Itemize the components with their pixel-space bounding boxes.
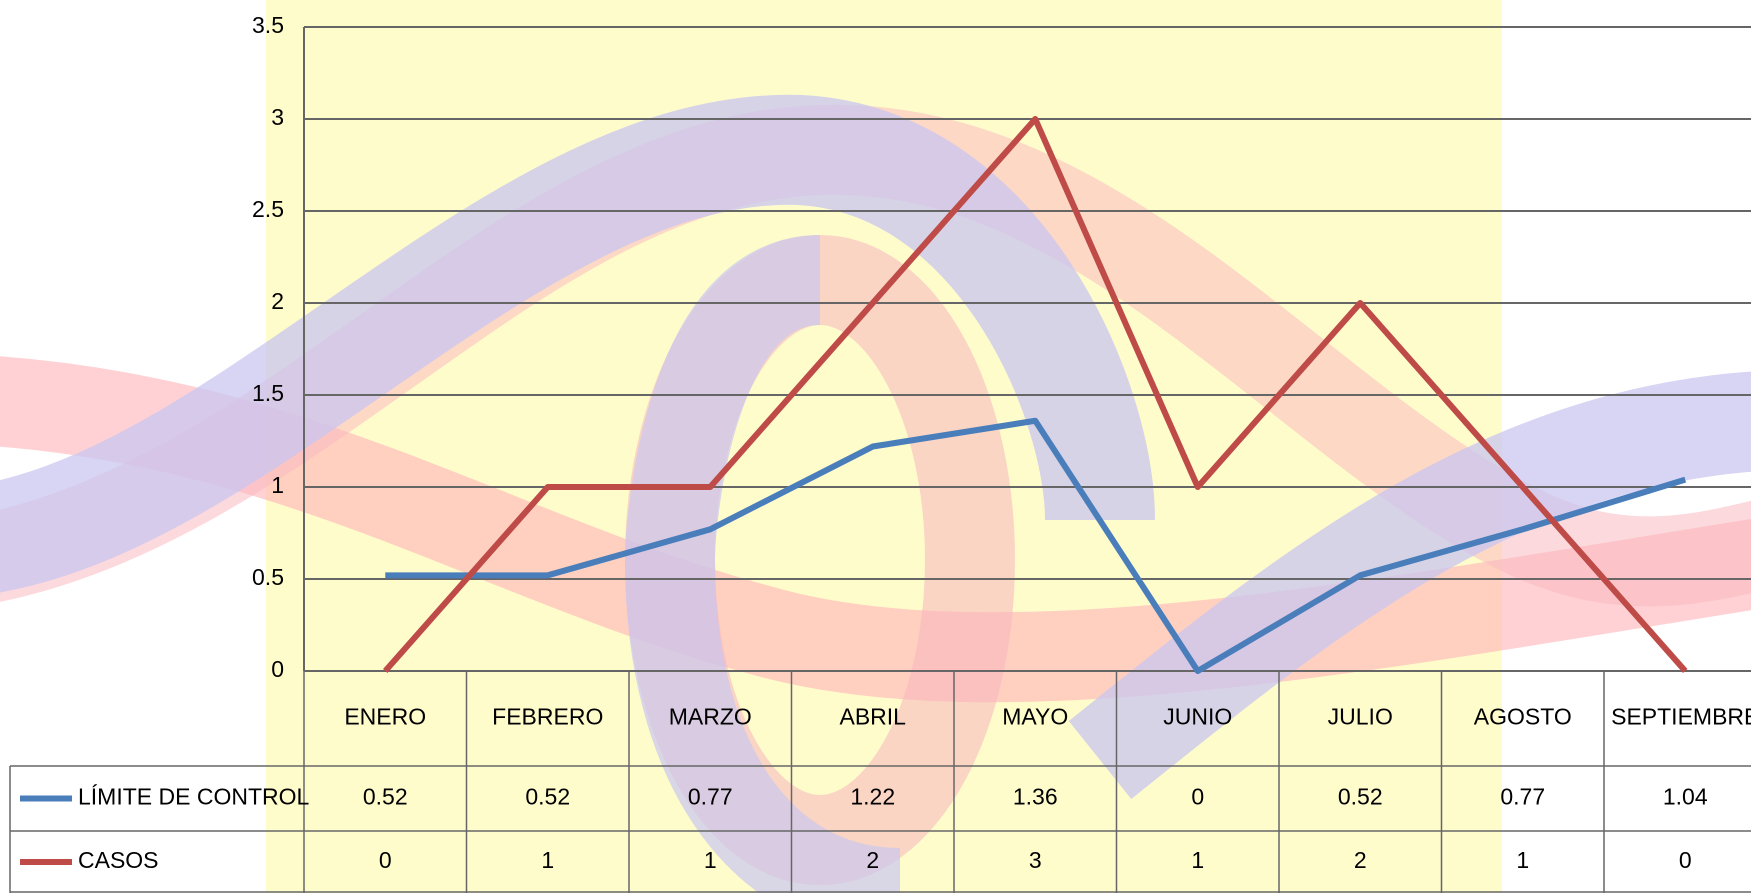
table-value: 0.77: [1500, 784, 1545, 810]
x-tick-label: JUNIO: [1163, 704, 1232, 730]
y-tick-label: 2.5: [252, 196, 284, 222]
y-tick-label: 1: [271, 472, 284, 498]
table-value: 0.52: [525, 784, 570, 810]
y-tick-label: 3.5: [252, 12, 284, 38]
table-value: 1.22: [850, 784, 895, 810]
chart: 0 0.5 1 1.5 2 2.5 3 3.5 ENERO FEBRERO MARZO ABRIL MA…: [0, 0, 1751, 893]
y-tick-label: 2: [271, 288, 284, 314]
table-value: 1.04: [1663, 784, 1708, 810]
x-tick-label: SEPTIEMBRE: [1611, 704, 1751, 730]
x-tick-label: MARZO: [669, 704, 752, 730]
table-value: 2: [1354, 847, 1367, 873]
table-value: 0: [1679, 847, 1692, 873]
table-value: 0: [1191, 784, 1204, 810]
table-value: 1: [704, 847, 717, 873]
y-tick-label: 3: [271, 104, 284, 130]
table-value: 1: [1191, 847, 1204, 873]
table-value: 3: [1029, 847, 1042, 873]
table-value: 1.36: [1013, 784, 1058, 810]
x-tick-label: AGOSTO: [1474, 704, 1572, 730]
x-tick-label: JULIO: [1328, 704, 1393, 730]
table-value: 1: [1516, 847, 1529, 873]
y-tick-label: 0.5: [252, 564, 284, 590]
x-tick-label: ABRIL: [840, 704, 907, 730]
table-value: 0: [379, 847, 392, 873]
y-tick-label: 0: [271, 656, 284, 682]
table-value: 0.52: [363, 784, 408, 810]
y-tick-label: 1.5: [252, 380, 284, 406]
table-value: 0.77: [688, 784, 733, 810]
x-tick-label: FEBRERO: [492, 704, 603, 730]
legend-label: LÍMITE DE CONTROL: [78, 784, 310, 810]
x-tick-label: ENERO: [344, 704, 426, 730]
table-value: 1: [541, 847, 554, 873]
x-tick-label: MAYO: [1002, 704, 1068, 730]
table-value: 2: [866, 847, 879, 873]
table-value: 0.52: [1338, 784, 1383, 810]
legend-label: CASOS: [78, 847, 159, 873]
